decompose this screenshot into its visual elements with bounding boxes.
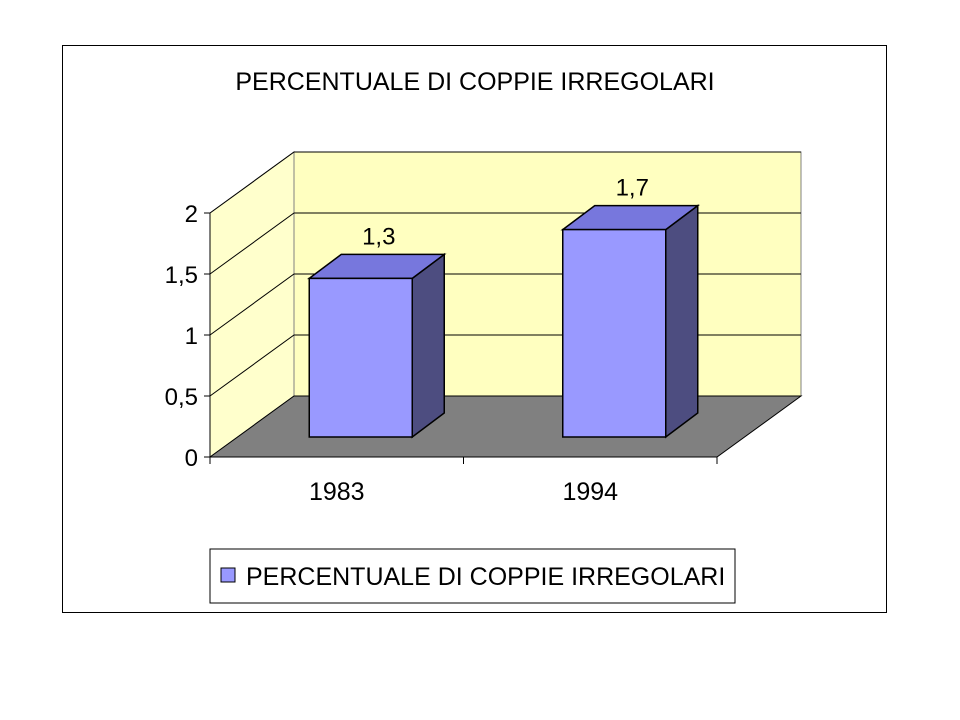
data-label: 1,3 [362,223,395,250]
y-axis-ticks: 0 0,5 1 1,5 2 [165,201,210,472]
bar-side [411,252,445,439]
legend-label: PERCENTUALE DI COPPIE IRREGOLARI [246,563,725,591]
bar-side [665,204,699,439]
y-tick-label: 1 [185,323,198,350]
bar-1983 [307,252,447,439]
chart-title: PERCENTUALE DI COPPIE IRREGOLARI [235,68,714,96]
y-tick-label: 0,5 [165,384,198,411]
chart-walls [208,151,803,458]
data-label: 1,7 [616,175,649,202]
legend: PERCENTUALE DI COPPIE IRREGOLARI [209,548,736,604]
y-tick-label: 0 [185,445,198,472]
y-tick-label: 1,5 [165,262,198,289]
y-tick-label: 2 [185,201,198,228]
x-tick-label: 1994 [562,478,618,506]
gridline [209,151,801,214]
x-axis-ticks: 1983 1994 [209,457,718,506]
floor [208,395,803,458]
bars: 1,3 1,7 [307,175,700,439]
legend-box [209,548,736,604]
bar-1994 [560,204,700,439]
bar-front [308,277,413,438]
bar-front [562,228,667,438]
x-tick-label: 1983 [309,478,365,506]
legend-swatch [220,567,236,583]
